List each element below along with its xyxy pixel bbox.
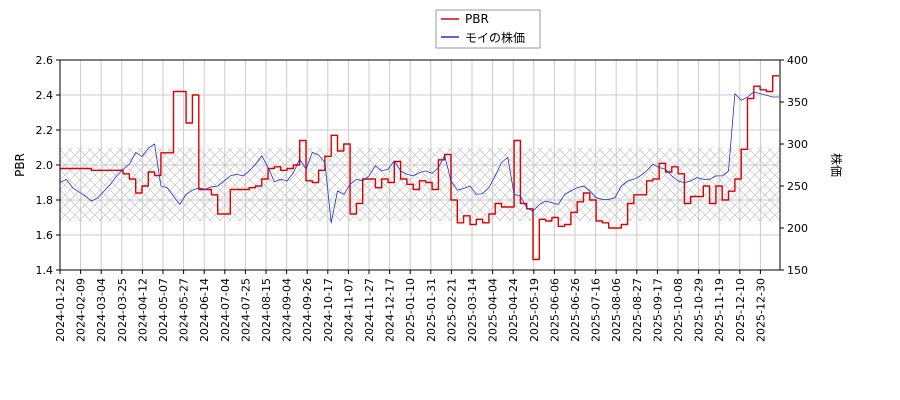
y-axis-left-label: PBR	[13, 153, 27, 177]
x-tick-label: 2024-10-17	[322, 278, 335, 342]
y-right-tick-label: 150	[787, 264, 808, 277]
series-line-stock	[60, 91, 779, 224]
x-tick-label: 2024-08-15	[260, 278, 273, 342]
legend: PBR モイの株価	[435, 9, 541, 49]
x-tick-label: 2024-01-22	[54, 278, 67, 342]
x-tick-label: 2025-09-17	[651, 278, 664, 342]
x-tick-label: 2024-05-27	[178, 278, 191, 342]
x-tick-label: 2024-03-25	[116, 278, 129, 342]
x-tick-label: 2025-08-06	[610, 278, 623, 342]
y-left-tick-label: 2.0	[36, 159, 54, 172]
y-left-tick-label: 1.8	[36, 194, 54, 207]
series-layer	[60, 75, 779, 261]
x-tick-label: 2024-02-09	[75, 278, 88, 342]
x-tick-label: 2025-01-31	[425, 278, 438, 342]
x-tick-label: 2025-12-10	[734, 278, 747, 342]
x-tick-label: 2025-02-21	[445, 278, 458, 342]
x-tick-label: 2024-09-04	[281, 278, 294, 342]
x-tick-label: 2025-06-26	[569, 278, 582, 342]
x-tick-label: 2024-11-07	[342, 278, 355, 342]
x-tick-label: 2024-12-17	[384, 278, 397, 342]
x-tick-label: 2024-04-12	[136, 278, 149, 342]
x-tick-label: 2025-03-14	[466, 278, 479, 342]
y-left-tick-label: 2.2	[36, 124, 54, 137]
x-tick-label: 2025-10-08	[672, 278, 685, 342]
x-tick-label: 2025-11-19	[713, 278, 726, 342]
y-left-tick-label: 2.6	[36, 54, 54, 67]
x-tick-label: 2024-07-25	[239, 278, 252, 342]
legend-label-stock: モイの株価	[465, 30, 525, 45]
y-axis-right-label: 株価	[829, 153, 844, 177]
x-tick-label: 2025-04-04	[487, 278, 500, 342]
x-tick-label: 2024-09-26	[301, 278, 314, 342]
y-left-tick-label: 1.6	[36, 229, 54, 242]
x-tick-label: 2024-07-04	[219, 278, 232, 342]
x-tick-label: 2024-05-07	[157, 278, 170, 342]
y-right-tick-label: 400	[787, 54, 808, 67]
y-right-tick-label: 300	[787, 138, 808, 151]
axes: 2024-01-22 2024-02-09 2024-03-04 2024-03-25…	[36, 54, 809, 342]
x-tick-label: 2025-04-24	[507, 278, 520, 342]
x-tick-label: 2025-01-10	[404, 278, 417, 342]
y-right-tick-label: 350	[787, 96, 808, 109]
y-right-tick-label: 250	[787, 180, 808, 193]
y-left-tick-label: 1.4	[36, 264, 54, 277]
x-tick-label: 2025-07-16	[590, 278, 603, 342]
x-tick-label: 2024-06-14	[198, 278, 211, 342]
x-tick-label: 2024-03-04	[95, 278, 108, 342]
x-tick-label: 2025-06-06	[548, 278, 561, 342]
x-tick-label: 2024-11-27	[363, 278, 376, 342]
x-tick-label: 2025-08-27	[631, 278, 644, 342]
y-left-tick-label: 2.4	[36, 89, 54, 102]
legend-label-pbr: PBR	[465, 12, 489, 26]
legend-box	[435, 9, 541, 49]
x-tick-label: 2025-05-19	[528, 278, 541, 342]
y-right-tick-label: 200	[787, 222, 808, 235]
x-tick-label: 2025-10-29	[693, 278, 706, 342]
x-tick-label: 2025-12-30	[754, 278, 767, 342]
